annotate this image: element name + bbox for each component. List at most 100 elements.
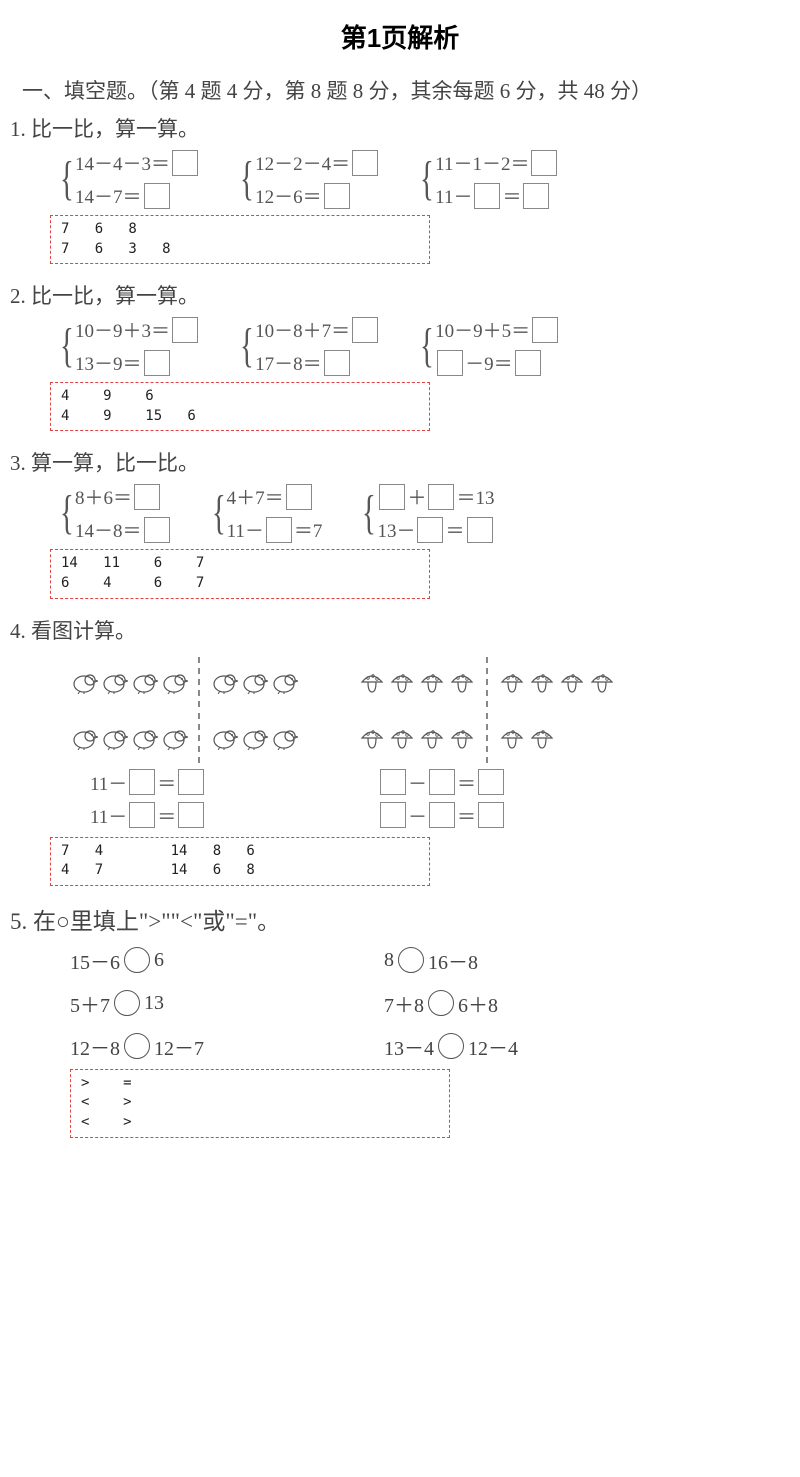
q1-equations: { 14－4－3＝ 14－7＝ { 12－2－4＝ 12－6＝ { 11－1－2… bbox=[10, 145, 790, 211]
q3-equations: { 8＋6＝ 14－8＝ { 4＋7＝ 11－＝7 { ＋＝13 13－＝ bbox=[10, 479, 790, 545]
blank-box bbox=[144, 350, 170, 376]
blank-box bbox=[324, 183, 350, 209]
blank-box bbox=[429, 769, 455, 795]
blank-box bbox=[478, 802, 504, 828]
eq-text: ＝ bbox=[457, 802, 476, 829]
eq-text: 14－7＝ bbox=[75, 182, 142, 209]
cmp-lhs: 8 bbox=[384, 949, 394, 972]
eq-text: ＋ bbox=[407, 483, 426, 510]
blank-circle bbox=[114, 990, 140, 1016]
blank-box bbox=[379, 484, 405, 510]
q1-title: 1. 比一比，算一算。 bbox=[10, 107, 790, 145]
q3-answer: 14 11 6 7 6 4 6 7 bbox=[50, 549, 430, 598]
eq-text: 10－8＋7＝ bbox=[255, 316, 350, 343]
blank-box bbox=[531, 150, 557, 176]
q5-title: 5. 在○里填上">""<"或"="。 bbox=[10, 896, 790, 938]
cmp-lhs: 15－6 bbox=[70, 946, 120, 975]
cmp-lhs: 13－4 bbox=[384, 1032, 434, 1061]
cmp-lhs: 7＋8 bbox=[384, 989, 424, 1018]
blank-box bbox=[266, 517, 292, 543]
eq-text: ＝ bbox=[445, 516, 464, 543]
blank-box bbox=[352, 317, 378, 343]
mushroom-icon bbox=[358, 726, 386, 750]
mushroom-icon bbox=[588, 670, 616, 694]
eq-text: 13－9＝ bbox=[75, 349, 142, 376]
eq-text: 11－1－2＝ bbox=[435, 149, 529, 176]
blank-box bbox=[467, 517, 493, 543]
eq-text: 13－ bbox=[377, 516, 415, 543]
blank-box bbox=[417, 517, 443, 543]
q2-equations: { 10－9＋3＝ 13－9＝ { 10－8＋7＝ 17－8＝ { 10－9＋5… bbox=[10, 312, 790, 378]
eq-text: 11－ bbox=[227, 516, 264, 543]
blank-box bbox=[380, 769, 406, 795]
chick-icon bbox=[100, 670, 128, 694]
blank-box bbox=[144, 517, 170, 543]
cmp-rhs: 12－7 bbox=[154, 1032, 204, 1061]
blank-box bbox=[286, 484, 312, 510]
blank-box bbox=[428, 484, 454, 510]
blank-circle bbox=[398, 947, 424, 973]
chick-icon bbox=[270, 726, 298, 750]
blank-box bbox=[474, 183, 500, 209]
q3-title: 3. 算一算，比一比。 bbox=[10, 441, 790, 479]
chick-icon bbox=[160, 726, 188, 750]
blank-circle bbox=[428, 990, 454, 1016]
mushroom-icon bbox=[388, 670, 416, 694]
mushroom-icon bbox=[418, 726, 446, 750]
cmp-rhs: 16－8 bbox=[428, 946, 478, 975]
blank-circle bbox=[124, 1033, 150, 1059]
blank-box bbox=[478, 769, 504, 795]
eq-text: － bbox=[408, 802, 427, 829]
eq-text: 4＋7＝ bbox=[227, 483, 284, 510]
chick-icon bbox=[240, 670, 268, 694]
eq-text: 11－ bbox=[435, 182, 472, 209]
q5-comparisons: 15－66 5＋713 12－812－7 816－8 7＋86＋8 13－412… bbox=[10, 938, 790, 1065]
q2-answer: 4 9 6 4 9 15 6 bbox=[50, 382, 430, 431]
blank-box bbox=[324, 350, 350, 376]
eq-text: 10－9＋5＝ bbox=[435, 316, 530, 343]
eq-text: 11－ bbox=[90, 802, 127, 829]
eq-text: ＝ bbox=[157, 769, 176, 796]
blank-box bbox=[144, 183, 170, 209]
mushroom-icon bbox=[498, 726, 526, 750]
mushroom-icon bbox=[448, 726, 476, 750]
chick-icon bbox=[160, 670, 188, 694]
eq-text: － bbox=[408, 769, 427, 796]
eq-text: －9＝ bbox=[465, 349, 513, 376]
chick-icon bbox=[270, 670, 298, 694]
cmp-rhs: 6＋8 bbox=[458, 989, 498, 1018]
chick-icon bbox=[240, 726, 268, 750]
dashed-separator bbox=[486, 713, 488, 763]
blank-box bbox=[352, 150, 378, 176]
blank-circle bbox=[438, 1033, 464, 1059]
cmp-rhs: 12－4 bbox=[468, 1032, 518, 1061]
cmp-rhs: 13 bbox=[144, 992, 164, 1015]
chick-icon bbox=[70, 670, 98, 694]
blank-box bbox=[129, 802, 155, 828]
blank-box bbox=[532, 317, 558, 343]
mushroom-icon bbox=[418, 670, 446, 694]
eq-text: ＝ bbox=[457, 769, 476, 796]
eq-text: 10－9＋3＝ bbox=[75, 316, 170, 343]
mushroom-icon bbox=[358, 670, 386, 694]
eq-text: ＝13 bbox=[456, 483, 494, 510]
eq-text: 11－ bbox=[90, 769, 127, 796]
mushroom-icon bbox=[528, 670, 556, 694]
q1-answer: 7 6 8 7 6 3 8 bbox=[50, 215, 430, 264]
blank-box bbox=[178, 769, 204, 795]
eq-text: 14－4－3＝ bbox=[75, 149, 170, 176]
blank-box bbox=[380, 802, 406, 828]
dashed-separator bbox=[198, 713, 200, 763]
blank-box bbox=[429, 802, 455, 828]
eq-text: ＝ bbox=[157, 802, 176, 829]
blank-box bbox=[515, 350, 541, 376]
eq-text: 8＋6＝ bbox=[75, 483, 132, 510]
chick-icon bbox=[210, 670, 238, 694]
eq-text: 14－8＝ bbox=[75, 516, 142, 543]
cmp-lhs: 12－8 bbox=[70, 1032, 120, 1061]
q4-answer: 7 4 14 8 6 4 7 14 6 8 bbox=[50, 837, 430, 886]
dashed-separator bbox=[486, 657, 488, 707]
eq-text: 12－2－4＝ bbox=[255, 149, 350, 176]
cmp-rhs: 6 bbox=[154, 949, 164, 972]
eq-text: ＝7 bbox=[294, 516, 323, 543]
